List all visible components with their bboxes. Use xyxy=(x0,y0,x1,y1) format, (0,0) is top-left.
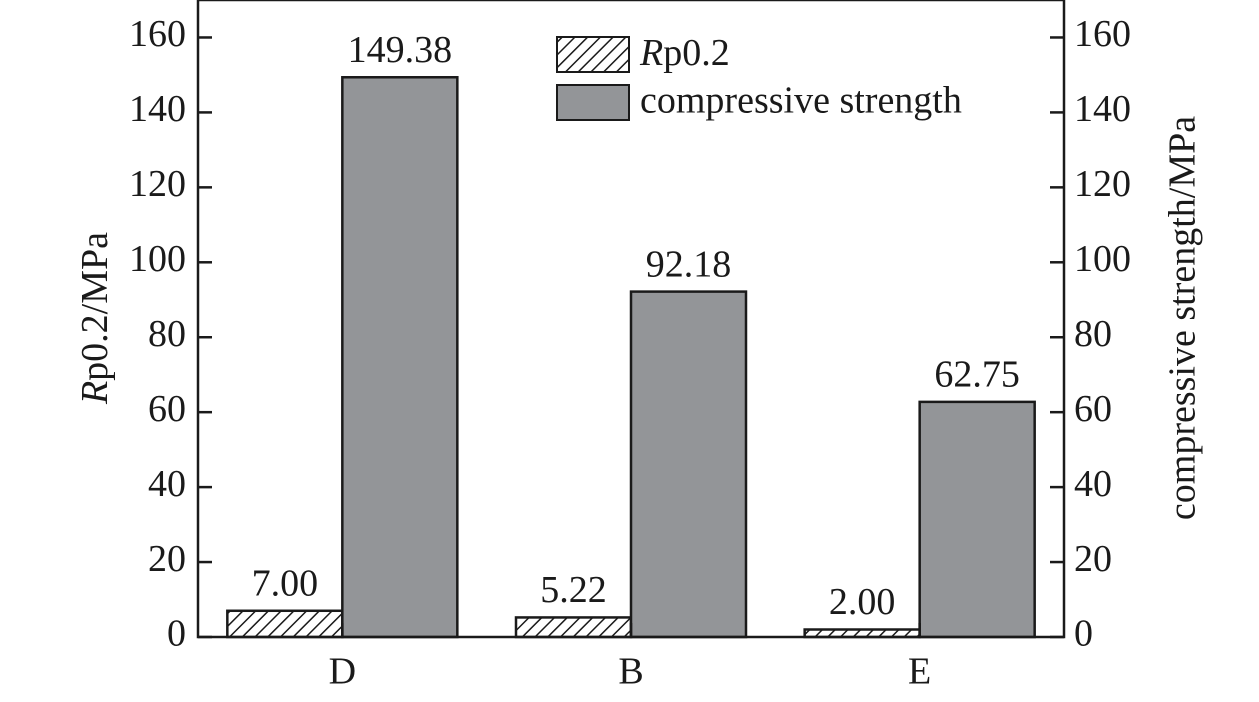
bar-compressive-strength-E xyxy=(918,400,1036,639)
legend-label-rp02: Rp0.2 xyxy=(639,32,730,74)
data-label-compressive-strength-E: 62.75 xyxy=(934,354,1020,396)
y-tick-label-right-100: 100 xyxy=(1074,238,1131,280)
legend-swatch-rp02 xyxy=(556,36,630,73)
right-axis: 0 20 40 60 80 100 120 140 160 xyxy=(1050,13,1131,655)
bar-compressive-strength-D xyxy=(341,76,459,639)
bars-group xyxy=(226,76,1036,639)
data-label-compressive-strength-D: 149.38 xyxy=(348,29,453,71)
y-tick-label-right-0: 0 xyxy=(1074,613,1093,655)
data-label-rp02-E: 2.00 xyxy=(829,581,896,623)
data-label-rp02-B: 5.22 xyxy=(540,569,607,611)
legend: Rp0.2 compressive strength xyxy=(556,32,962,122)
y-tick-label-right-60: 60 xyxy=(1074,388,1112,430)
y-tick-label-left-160: 160 xyxy=(129,13,186,55)
y-tick-label-left-140: 140 xyxy=(129,88,186,130)
y-axis-title-left: Rp0.2/MPa xyxy=(74,232,116,405)
y-tick-label-left-100: 100 xyxy=(129,238,186,280)
bar-rp02-B xyxy=(514,616,633,639)
legend-swatch-compressive-strength xyxy=(556,84,630,121)
data-label-rp02-D: 7.00 xyxy=(252,562,319,604)
x-tick-label-E: E xyxy=(908,651,931,693)
x-tick-label-B: B xyxy=(618,651,643,693)
y-tick-label-left-0: 0 xyxy=(167,613,186,655)
y-tick-label-right-120: 120 xyxy=(1074,163,1131,205)
y-tick-label-right-140: 140 xyxy=(1074,88,1131,130)
y-tick-label-right-160: 160 xyxy=(1074,13,1131,55)
y-tick-label-left-80: 80 xyxy=(148,313,186,355)
legend-label-compressive-strength: compressive strength xyxy=(640,80,962,122)
y-tick-label-left-60: 60 xyxy=(148,388,186,430)
y-tick-label-left-20: 20 xyxy=(148,538,186,580)
left-axis: 0 20 40 60 80 100 120 140 160 xyxy=(129,13,212,655)
data-labels-group: 7.00 149.38 5.22 92.18 2.00 62.75 xyxy=(252,29,1020,623)
bar-compressive-strength-B xyxy=(629,290,748,639)
y-tick-label-left-120: 120 xyxy=(129,163,186,205)
bar-rp02-D xyxy=(226,609,344,639)
data-label-compressive-strength-B: 92.18 xyxy=(646,243,732,285)
x-tick-label-D: D xyxy=(329,651,356,693)
y-tick-label-right-20: 20 xyxy=(1074,538,1112,580)
y-tick-label-left-40: 40 xyxy=(148,463,186,505)
y-tick-label-right-40: 40 xyxy=(1074,463,1112,505)
y-tick-label-right-80: 80 xyxy=(1074,313,1112,355)
y-axis-title-right: compressive strength/MPa xyxy=(1162,116,1204,520)
